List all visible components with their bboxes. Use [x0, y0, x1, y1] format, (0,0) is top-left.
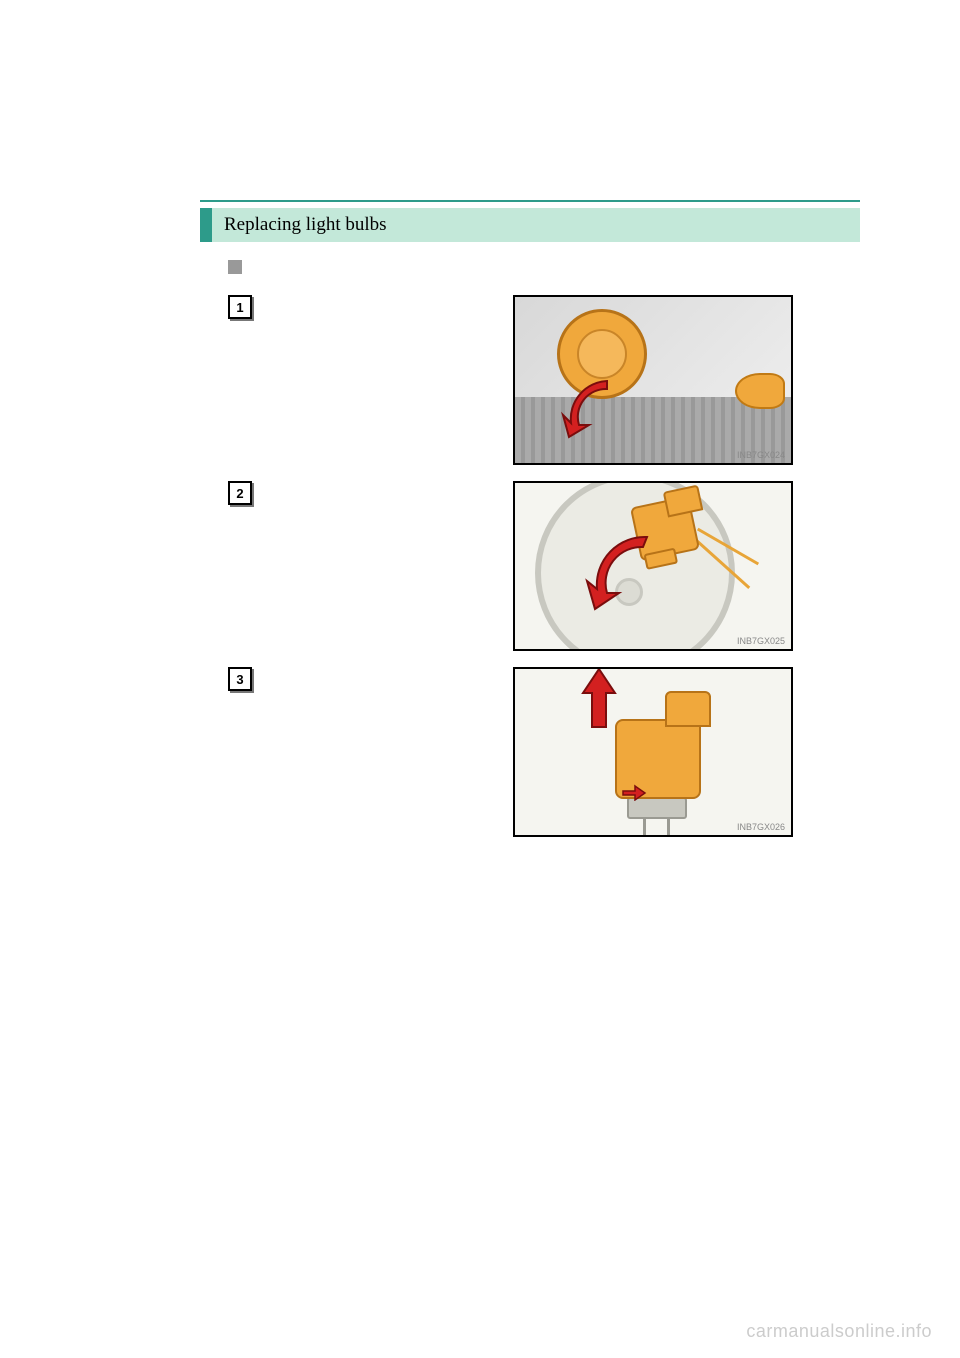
step-row: 2 INB7GX025: [228, 481, 850, 651]
step-row: 3 INB7GX026: [228, 667, 850, 837]
step-right: INB7GX025: [513, 481, 850, 651]
step-illustration-2: INB7GX025: [513, 481, 793, 651]
subsection-marker: [228, 260, 242, 274]
rotate-arrow-icon: [555, 375, 627, 445]
section-title: Replacing light bulbs: [224, 214, 848, 236]
up-arrow-icon: [579, 667, 619, 735]
image-code: INB7GX025: [737, 636, 785, 646]
divider: [200, 200, 860, 202]
latch-arrow-icon: [621, 781, 651, 801]
step-illustration-3: INB7GX026: [513, 667, 793, 837]
watermark: carmanualsonline.info: [746, 1321, 932, 1342]
step-left: 3: [228, 667, 513, 837]
step-number-badge: 1: [228, 295, 252, 319]
image-code: INB7GX026: [737, 822, 785, 832]
step-row: 1 INB7GX024: [228, 295, 850, 465]
image-code: INB7GX024: [737, 450, 785, 460]
section-header: Replacing light bulbs: [200, 208, 860, 242]
step-number-badge: 2: [228, 481, 252, 505]
step-illustration-1: INB7GX024: [513, 295, 793, 465]
step-right: INB7GX024: [513, 295, 850, 465]
step-left: 2: [228, 481, 513, 651]
rotate-arrow-icon: [581, 531, 671, 621]
step-number-badge: 3: [228, 667, 252, 691]
step-left: 1: [228, 295, 513, 465]
manual-page: Replacing light bulbs 1 INB7GX024 2: [0, 0, 960, 903]
step-right: INB7GX026: [513, 667, 850, 837]
